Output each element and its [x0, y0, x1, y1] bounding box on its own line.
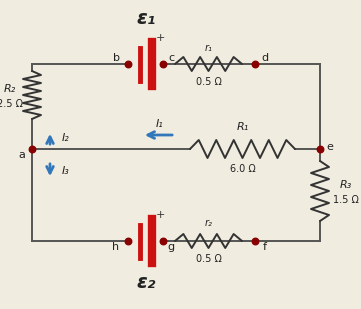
Text: 2.5 Ω: 2.5 Ω: [0, 99, 23, 109]
Text: 0.5 Ω: 0.5 Ω: [196, 77, 221, 87]
Text: I₂: I₂: [62, 133, 70, 143]
Text: d: d: [261, 53, 269, 63]
Text: +: +: [155, 210, 165, 220]
Point: [252, 239, 258, 243]
Text: ε₂: ε₂: [136, 273, 156, 293]
Text: r₁: r₁: [205, 43, 212, 53]
Text: g: g: [168, 242, 175, 252]
Point: [125, 61, 131, 66]
Text: f: f: [263, 242, 267, 252]
Text: a: a: [18, 150, 25, 160]
Point: [29, 146, 35, 151]
Text: 6.0 Ω: 6.0 Ω: [230, 164, 255, 174]
Text: R₃: R₃: [340, 180, 352, 190]
Text: b: b: [113, 53, 119, 63]
Text: ε₁: ε₁: [136, 10, 156, 28]
Text: R₂: R₂: [4, 84, 16, 94]
Point: [317, 146, 323, 151]
Text: I₁: I₁: [156, 119, 164, 129]
Text: I₃: I₃: [62, 166, 70, 176]
Text: R₁: R₁: [236, 122, 249, 132]
Text: 0.5 Ω: 0.5 Ω: [196, 254, 221, 264]
Point: [160, 61, 166, 66]
Text: 1.5 Ω: 1.5 Ω: [333, 195, 359, 205]
Text: c: c: [168, 53, 174, 63]
Text: e: e: [327, 142, 334, 152]
Point: [125, 239, 131, 243]
Point: [252, 61, 258, 66]
Text: r₂: r₂: [205, 218, 212, 228]
Point: [160, 239, 166, 243]
Text: h: h: [112, 242, 119, 252]
Text: +: +: [155, 33, 165, 43]
